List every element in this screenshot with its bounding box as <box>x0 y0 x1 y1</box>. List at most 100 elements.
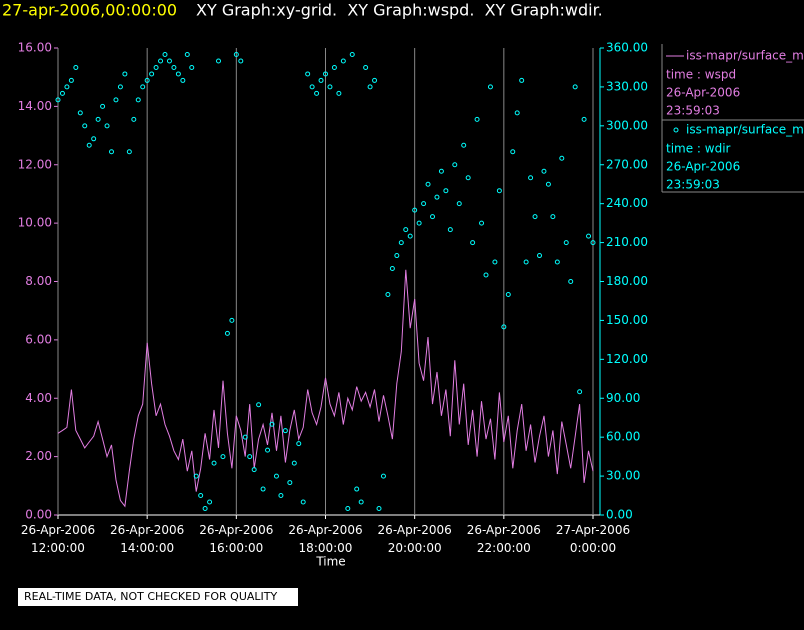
marker <box>86 142 92 148</box>
legend-detail: 26-Apr-2006 <box>666 86 740 100</box>
marker <box>131 116 137 122</box>
y-tick-label: 16.00 <box>18 41 52 55</box>
marker <box>323 71 328 77</box>
legend-name: iss-mapr/surface_m <box>686 123 804 137</box>
y-tick-label: 6.00 <box>25 332 52 346</box>
y2-tick-label: 330.00 <box>606 79 648 93</box>
marker <box>421 201 427 207</box>
y-tick-label: 2.00 <box>25 449 52 463</box>
y-tick-label: 0.00 <box>25 508 52 522</box>
marker <box>376 506 382 512</box>
marker <box>523 259 529 265</box>
marker <box>394 253 400 259</box>
marker <box>367 84 373 90</box>
marker <box>59 90 65 96</box>
y2-tick-label: 90.00 <box>606 391 640 405</box>
legend-detail: time : wspd <box>666 68 736 82</box>
marker <box>68 77 74 83</box>
y-tick-label: 12.00 <box>18 157 52 171</box>
marker <box>430 214 435 220</box>
y2-tick-label: 60.00 <box>606 430 640 444</box>
marker <box>510 149 516 155</box>
marker <box>425 181 431 187</box>
marker <box>278 493 284 499</box>
y2-tick-label: 120.00 <box>606 352 648 366</box>
note-box <box>18 588 298 606</box>
marker <box>109 149 114 155</box>
y2-tick-label: 300.00 <box>606 118 648 132</box>
marker <box>572 84 578 90</box>
x-tick-label: 27-Apr-2006 0:00:00 <box>555 523 631 555</box>
marker <box>117 84 123 90</box>
marker <box>554 259 560 265</box>
marker <box>336 90 342 96</box>
marker <box>389 266 395 272</box>
marker <box>91 136 97 142</box>
marker <box>126 149 132 155</box>
marker <box>122 71 128 77</box>
marker <box>438 168 444 174</box>
marker <box>568 279 574 284</box>
marker <box>385 291 391 297</box>
legend-name: iss-mapr/surface_m <box>686 49 804 63</box>
marker <box>207 499 213 505</box>
marker <box>265 447 271 453</box>
marker <box>456 201 462 207</box>
marker <box>505 291 511 297</box>
marker <box>331 64 337 70</box>
marker <box>202 506 208 512</box>
marker <box>273 473 279 479</box>
marker <box>327 84 333 90</box>
legend-detail: time : wdir <box>666 142 731 156</box>
marker <box>55 97 61 103</box>
marker <box>269 421 275 427</box>
marker <box>135 97 141 103</box>
legend-detail: 23:59:03 <box>666 178 720 192</box>
y2-tick-label: 360.00 <box>606 41 648 55</box>
marker <box>82 123 88 129</box>
marker <box>550 214 556 220</box>
marker <box>309 84 315 90</box>
marker <box>407 233 413 239</box>
marker <box>104 123 110 129</box>
marker <box>282 428 288 434</box>
x-tick-label: 26-Apr-2006 12:00:00 <box>20 523 96 555</box>
marker <box>100 103 106 109</box>
marker <box>189 64 195 70</box>
marker <box>318 77 324 83</box>
marker <box>541 168 547 174</box>
marker <box>496 188 502 194</box>
marker <box>193 473 199 479</box>
marker <box>256 402 262 408</box>
marker <box>559 155 565 161</box>
marker <box>64 84 70 90</box>
marker <box>247 454 253 460</box>
marker <box>314 90 320 96</box>
marker <box>590 240 596 246</box>
marker <box>175 71 181 77</box>
marker <box>354 486 360 492</box>
marker <box>412 207 418 213</box>
marker <box>166 58 172 64</box>
x-tick-label: 26-Apr-2006 20:00:00 <box>377 523 452 555</box>
marker <box>77 110 83 116</box>
series-line <box>57 269 594 508</box>
marker <box>519 77 525 83</box>
marker <box>492 259 498 265</box>
marker <box>224 330 230 336</box>
marker <box>149 71 155 77</box>
marker <box>260 486 266 492</box>
marker <box>305 71 311 77</box>
marker <box>291 460 297 466</box>
marker <box>113 97 119 103</box>
marker <box>545 181 551 187</box>
legend-marker <box>673 127 679 133</box>
marker <box>171 64 177 70</box>
marker <box>465 175 471 181</box>
marker <box>345 506 351 512</box>
y-tick-label: 14.00 <box>18 99 52 113</box>
marker <box>487 84 493 90</box>
marker <box>184 51 190 57</box>
